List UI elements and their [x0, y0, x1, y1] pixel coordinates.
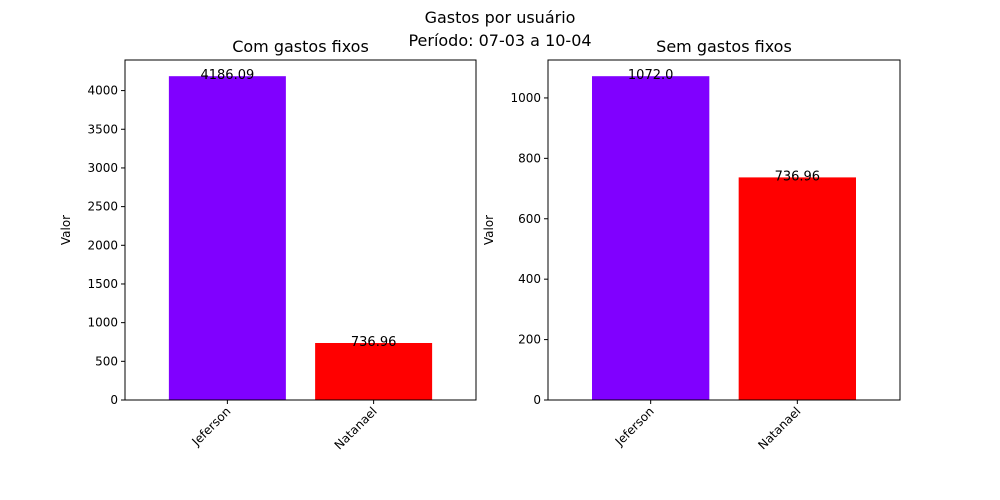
chart-title: Com gastos fixos [232, 37, 369, 56]
y-axis-label: Valor [482, 215, 496, 245]
y-tick-label: 1000 [510, 91, 541, 105]
x-tick-label: Jeferson [612, 404, 657, 449]
y-tick-label: 4000 [87, 84, 118, 98]
bar-value-label: 736.96 [351, 335, 397, 350]
bar-jeferson [592, 76, 710, 400]
x-tick-label: Jeferson [188, 404, 233, 449]
y-tick-label: 400 [518, 272, 541, 286]
chart-panel-without-fixed-costs: 0 200 400 600 800 1000 Jeferson Natanael 1072.0 7… [482, 37, 901, 452]
bar-value-label: 736.96 [775, 169, 821, 184]
figure-title-line-1: Gastos por usuário [425, 8, 576, 27]
x-tick-label: Natanael [755, 404, 803, 452]
figure-title-line-2: Período: 07-03 a 10-04 [408, 31, 591, 50]
bar-natanael [738, 177, 856, 400]
y-axis-label: Valor [59, 215, 73, 245]
bar-value-label: 1072.0 [628, 68, 674, 83]
chart-panel-with-fixed-costs: 0 500 1000 1500 2000 2500 3000 3500 4000 Jeferson… [59, 37, 477, 452]
y-tick-label: 800 [518, 151, 541, 165]
chart-title: Sem gastos fixos [656, 37, 792, 56]
y-tick-label: 200 [518, 333, 541, 347]
axes-frame [547, 59, 901, 401]
y-tick-label: 3500 [87, 122, 118, 136]
y-tick-label: 2500 [87, 200, 118, 214]
x-tick-label: Natanael [332, 404, 380, 452]
y-tick-label: 3000 [87, 161, 118, 175]
y-tick-label: 600 [518, 212, 541, 226]
y-tick-label: 0 [533, 393, 541, 407]
y-tick-label: 0 [110, 393, 118, 407]
bar-natanael [315, 342, 433, 400]
y-tick-label: 1000 [87, 316, 118, 330]
y-tick-label: 500 [95, 354, 118, 368]
y-tick-label: 1500 [87, 277, 118, 291]
bar-jeferson [168, 76, 286, 400]
bar-value-label: 4186.09 [200, 68, 254, 83]
y-tick-label: 2000 [87, 238, 118, 252]
axes-frame [124, 59, 477, 401]
